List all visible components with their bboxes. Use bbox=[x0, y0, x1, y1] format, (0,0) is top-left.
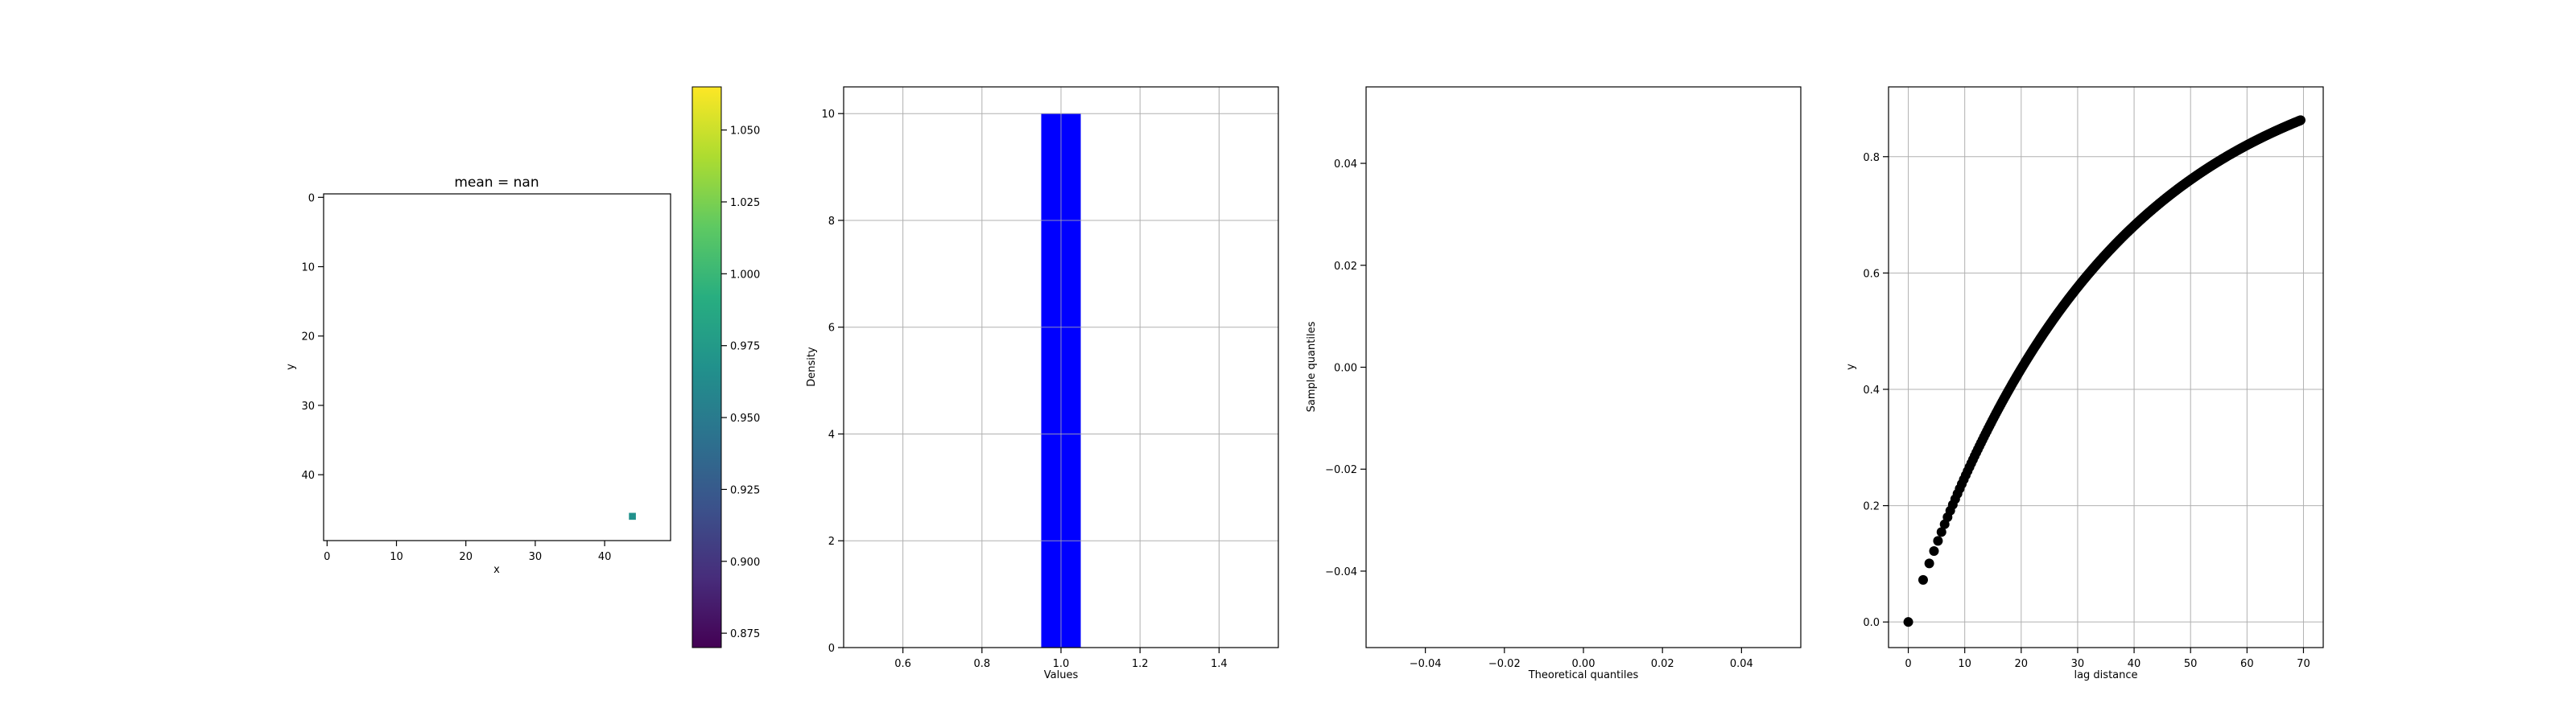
heatmap-panel: mean = nan 0 10 20 30 40 0 10 20 30 40 x y bbox=[285, 175, 671, 576]
heatmap-y-tick-label: 30 bbox=[301, 401, 315, 413]
variogram-panel: 0 10 20 30 40 50 60 70 0.0 0.2 0.4 0.6 0.8 lag dist… bbox=[1845, 86, 2324, 681]
variogram-point bbox=[1918, 574, 1928, 585]
variogram-x-ticks: 0 10 20 30 40 50 60 70 bbox=[1905, 648, 2310, 670]
qq-x-ticks: −0.04 −0.02 0.00 0.02 0.04 bbox=[1410, 648, 1753, 670]
variogram-x-tick-label: 20 bbox=[2015, 658, 2029, 670]
heatmap-x-tick-label: 20 bbox=[459, 551, 473, 563]
variogram-x-tick-label: 30 bbox=[2071, 658, 2085, 670]
colorbar-tick-label: 1.000 bbox=[730, 269, 760, 281]
heatmap-frame bbox=[323, 193, 671, 541]
variogram-y-axis-label: y bbox=[1845, 364, 1857, 370]
histogram-x-tick-label: 1.4 bbox=[1211, 658, 1228, 670]
qq-y-ticks: −0.04 −0.02 0.00 0.02 0.04 bbox=[1325, 158, 1366, 578]
variogram-y-tick-label: 0.0 bbox=[1863, 617, 1880, 629]
histogram-y-tick-label: 8 bbox=[828, 216, 835, 228]
variogram-x-tick-label: 60 bbox=[2240, 658, 2254, 670]
variogram-point bbox=[1924, 558, 1934, 569]
colorbar-tick-label: 1.025 bbox=[730, 197, 760, 209]
qq-x-axis-label: Theoretical quantiles bbox=[1528, 669, 1639, 681]
histogram-bars bbox=[1041, 113, 1081, 648]
qq-plot-panel: −0.04 −0.02 0.00 0.02 0.04 −0.04 −0.02 0.00 0.0… bbox=[1306, 86, 1802, 681]
qq-x-tick-label: −0.02 bbox=[1488, 658, 1521, 670]
histogram-y-ticks: 0 2 4 6 8 10 bbox=[821, 109, 844, 655]
variogram-point bbox=[1936, 527, 1946, 537]
qq-y-axis-label: Sample quantiles bbox=[1306, 321, 1318, 412]
colorbar: 0.875 0.900 0.925 0.950 0.975 1.000 1.025 1.050 bbox=[691, 86, 760, 648]
heatmap-y-tick-label: 10 bbox=[301, 262, 315, 274]
colorbar-tick-label: 0.925 bbox=[730, 484, 760, 496]
qq-x-tick-label: 0.00 bbox=[1572, 658, 1596, 670]
qq-y-tick-label: −0.04 bbox=[1325, 566, 1357, 578]
qq-y-tick-label: 0.00 bbox=[1334, 363, 1357, 375]
heatmap-x-tick-label: 30 bbox=[529, 551, 543, 563]
qq-y-tick-label: −0.02 bbox=[1325, 464, 1357, 476]
heatmap-y-ticks: 0 10 20 30 40 bbox=[301, 192, 324, 482]
variogram-x-tick-label: 40 bbox=[2128, 658, 2141, 670]
variogram-frame bbox=[1888, 86, 2324, 648]
variogram-point bbox=[1929, 545, 1939, 556]
histogram-grid-overlay bbox=[1041, 113, 1081, 648]
qq-y-tick-label: 0.04 bbox=[1334, 158, 1357, 171]
variogram-y-tick-label: 0.6 bbox=[1863, 268, 1880, 280]
heatmap-x-axis-label: x bbox=[493, 564, 500, 576]
variogram-x-tick-label: 0 bbox=[1905, 658, 1911, 670]
histogram-y-tick-label: 6 bbox=[828, 323, 835, 335]
heatmap-y-tick-label: 40 bbox=[301, 470, 315, 482]
heatmap-title: mean = nan bbox=[454, 175, 539, 191]
histogram-panel: 0.6 0.8 1.0 1.2 1.4 0 2 4 6 8 10 Values Density bbox=[806, 86, 1279, 681]
heatmap-cell bbox=[629, 512, 636, 520]
heatmap-x-tick-label: 0 bbox=[324, 551, 330, 563]
variogram-x-tick-label: 70 bbox=[2297, 658, 2310, 670]
qq-x-tick-label: 0.02 bbox=[1651, 658, 1674, 670]
qq-x-tick-label: 0.04 bbox=[1730, 658, 1753, 670]
variogram-x-tick-label: 10 bbox=[1958, 658, 1971, 670]
heatmap-y-axis-label: y bbox=[285, 364, 297, 370]
histogram-y-tick-label: 4 bbox=[828, 429, 835, 441]
variogram-point bbox=[1903, 617, 1913, 627]
variogram-x-axis-label: lag distance bbox=[2074, 669, 2137, 681]
variogram-point bbox=[2295, 115, 2306, 125]
colorbar-tick-label: 0.875 bbox=[730, 628, 760, 640]
variogram-y-tick-label: 0.8 bbox=[1863, 152, 1880, 164]
histogram-x-tick-label: 0.8 bbox=[973, 658, 990, 670]
variogram-point bbox=[1933, 536, 1943, 546]
colorbar-ticks: 0.875 0.900 0.925 0.950 0.975 1.000 1.025 1.050 bbox=[721, 125, 760, 640]
qq-y-tick-label: 0.02 bbox=[1334, 261, 1357, 273]
histogram-y-axis-label: Density bbox=[806, 347, 818, 387]
variogram-x-tick-label: 50 bbox=[2184, 658, 2198, 670]
heatmap-y-tick-label: 0 bbox=[308, 192, 315, 204]
colorbar-tick-label: 0.900 bbox=[730, 557, 760, 569]
heatmap-x-ticks: 0 10 20 30 40 bbox=[324, 541, 611, 563]
heatmap-x-tick-label: 10 bbox=[390, 551, 403, 563]
histogram-x-tick-label: 1.2 bbox=[1132, 658, 1149, 670]
histogram-x-axis-label: Values bbox=[1044, 669, 1079, 681]
variogram-y-tick-label: 0.4 bbox=[1863, 385, 1880, 397]
variogram-points bbox=[1903, 115, 2306, 627]
histogram-x-ticks: 0.6 0.8 1.0 1.2 1.4 bbox=[894, 648, 1228, 670]
histogram-x-tick-label: 0.6 bbox=[894, 658, 911, 670]
heatmap-cells bbox=[629, 512, 636, 520]
variogram-y-ticks: 0.0 0.2 0.4 0.6 0.8 bbox=[1863, 152, 1889, 629]
heatmap-y-tick-label: 20 bbox=[301, 331, 315, 343]
histogram-y-tick-label: 10 bbox=[821, 109, 835, 121]
qq-x-tick-label: −0.04 bbox=[1410, 658, 1442, 670]
colorbar-gradient bbox=[691, 86, 722, 648]
colorbar-tick-label: 1.050 bbox=[730, 125, 760, 138]
histogram-x-tick-label: 1.0 bbox=[1053, 658, 1070, 670]
variogram-y-tick-label: 0.2 bbox=[1863, 501, 1880, 513]
colorbar-tick-label: 0.975 bbox=[730, 341, 760, 353]
colorbar-tick-label: 0.950 bbox=[730, 413, 760, 425]
histogram-y-tick-label: 2 bbox=[828, 536, 835, 548]
histogram-y-tick-label: 0 bbox=[828, 643, 835, 655]
heatmap-x-tick-label: 40 bbox=[598, 551, 612, 563]
